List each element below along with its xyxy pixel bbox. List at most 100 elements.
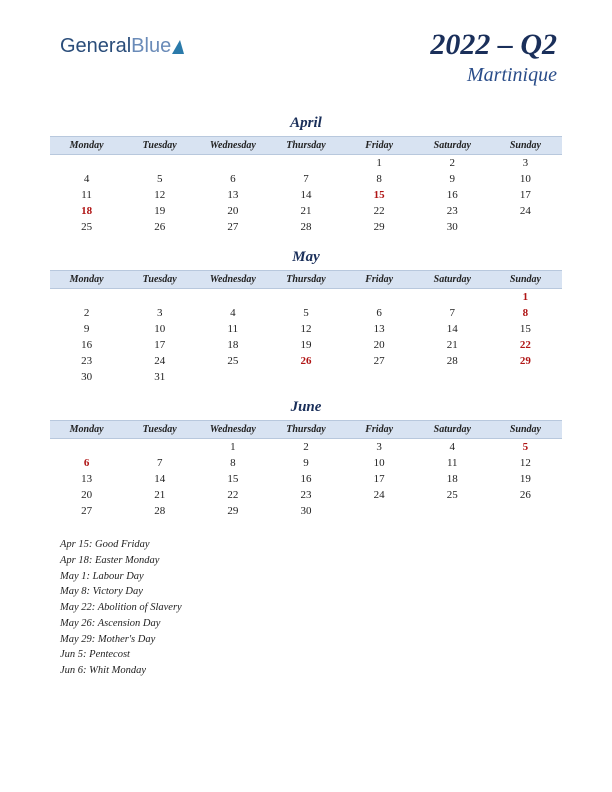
- calendar-day: 17: [123, 337, 196, 353]
- calendar-day: 29: [196, 503, 269, 519]
- page-subtitle: Martinique: [430, 64, 557, 87]
- calendar-table: MondayTuesdayWednesdayThursdayFridaySatu…: [50, 136, 562, 235]
- calendar-day: 18: [416, 471, 489, 487]
- calendar-day: 11: [50, 187, 123, 203]
- calendar-day: 16: [269, 471, 342, 487]
- calendar-day: [343, 369, 416, 385]
- calendar-day: [123, 439, 196, 456]
- calendar-day: 27: [50, 503, 123, 519]
- logo-part2: Blue: [131, 35, 171, 57]
- weekday-header: Thursday: [269, 421, 342, 439]
- calendar-day: 19: [123, 203, 196, 219]
- holiday-item: May 26: Ascension Day: [60, 616, 562, 632]
- calendar-day: 26: [269, 353, 342, 369]
- calendar-day: 13: [343, 321, 416, 337]
- calendar-day: 27: [196, 219, 269, 235]
- calendar-day: 23: [50, 353, 123, 369]
- month-block: April MondayTuesdayWednesdayThursdayFrida…: [50, 115, 562, 235]
- calendar-day: 10: [489, 171, 562, 187]
- calendar-day: 3: [123, 305, 196, 321]
- calendar-row: 27282930: [50, 503, 562, 519]
- calendar-row: 123: [50, 155, 562, 172]
- calendar-day: 5: [269, 305, 342, 321]
- holiday-item: Jun 6: Whit Monday: [60, 663, 562, 679]
- weekday-header: Tuesday: [123, 271, 196, 289]
- calendar-day: 9: [416, 171, 489, 187]
- weekday-header: Friday: [343, 271, 416, 289]
- logo-icon: [172, 40, 184, 54]
- calendar-row: 13141516171819: [50, 471, 562, 487]
- calendar-row: 6789101112: [50, 455, 562, 471]
- calendar-day: 23: [269, 487, 342, 503]
- calendar-row: 12345: [50, 439, 562, 456]
- calendar-day: 26: [489, 487, 562, 503]
- weekday-header: Monday: [50, 421, 123, 439]
- calendar-day: 1: [489, 289, 562, 306]
- weekday-header: Sunday: [489, 137, 562, 155]
- holiday-item: May 8: Victory Day: [60, 584, 562, 600]
- calendar-day: [416, 289, 489, 306]
- calendar-day: 2: [269, 439, 342, 456]
- calendar-day: [196, 369, 269, 385]
- calendar-day: 13: [196, 187, 269, 203]
- holiday-item: May 1: Labour Day: [60, 569, 562, 585]
- calendar-table: MondayTuesdayWednesdayThursdayFridaySatu…: [50, 420, 562, 519]
- calendar-day: 7: [269, 171, 342, 187]
- calendar-day: [343, 503, 416, 519]
- calendar-day: 13: [50, 471, 123, 487]
- calendar-day: 31: [123, 369, 196, 385]
- calendar-day: 18: [196, 337, 269, 353]
- calendar-day: [50, 155, 123, 172]
- calendar-day: 9: [269, 455, 342, 471]
- calendar-day: 2: [416, 155, 489, 172]
- calendar-day: 4: [50, 171, 123, 187]
- holiday-item: Apr 18: Easter Monday: [60, 553, 562, 569]
- calendar-day: [269, 155, 342, 172]
- calendar-day: 7: [123, 455, 196, 471]
- logo-part1: General: [60, 35, 131, 57]
- calendar-day: 19: [489, 471, 562, 487]
- calendar-day: [196, 289, 269, 306]
- calendar-day: 21: [416, 337, 489, 353]
- weekday-header: Monday: [50, 137, 123, 155]
- holiday-item: May 29: Mother's Day: [60, 632, 562, 648]
- calendar-day: 17: [343, 471, 416, 487]
- calendar-day: 11: [416, 455, 489, 471]
- calendar-day: 26: [123, 219, 196, 235]
- calendar-day: 2: [50, 305, 123, 321]
- calendar-day: [269, 369, 342, 385]
- calendar-day: 24: [343, 487, 416, 503]
- calendar-day: 14: [123, 471, 196, 487]
- calendar-day: 27: [343, 353, 416, 369]
- calendar-day: 29: [489, 353, 562, 369]
- calendar-day: 4: [196, 305, 269, 321]
- calendar-day: 25: [50, 219, 123, 235]
- calendar-day: 4: [416, 439, 489, 456]
- calendar-row: 23242526272829: [50, 353, 562, 369]
- month-block: MayMondayTuesdayWednesdayThursdayFridayS…: [50, 249, 562, 385]
- calendar-day: 17: [489, 187, 562, 203]
- calendar-day: 15: [489, 321, 562, 337]
- calendar-day: 8: [196, 455, 269, 471]
- weekday-header: Saturday: [416, 421, 489, 439]
- calendar-day: 22: [489, 337, 562, 353]
- weekday-header: Wednesday: [196, 271, 269, 289]
- calendar-day: [269, 289, 342, 306]
- weekday-header: Friday: [343, 421, 416, 439]
- calendar-day: 28: [123, 503, 196, 519]
- calendar-day: 30: [269, 503, 342, 519]
- calendar-day: 5: [123, 171, 196, 187]
- calendar-day: [196, 155, 269, 172]
- calendar-day: 23: [416, 203, 489, 219]
- month-name: April: [50, 115, 562, 132]
- calendar-day: 14: [269, 187, 342, 203]
- calendar-table: MondayTuesdayWednesdayThursdayFridaySatu…: [50, 270, 562, 385]
- calendar-day: [416, 503, 489, 519]
- calendar-day: [343, 289, 416, 306]
- calendar-day: [489, 219, 562, 235]
- calendar-day: 16: [50, 337, 123, 353]
- calendar-day: 22: [343, 203, 416, 219]
- calendar-day: 14: [416, 321, 489, 337]
- weekday-header: Tuesday: [123, 421, 196, 439]
- calendar-day: 6: [50, 455, 123, 471]
